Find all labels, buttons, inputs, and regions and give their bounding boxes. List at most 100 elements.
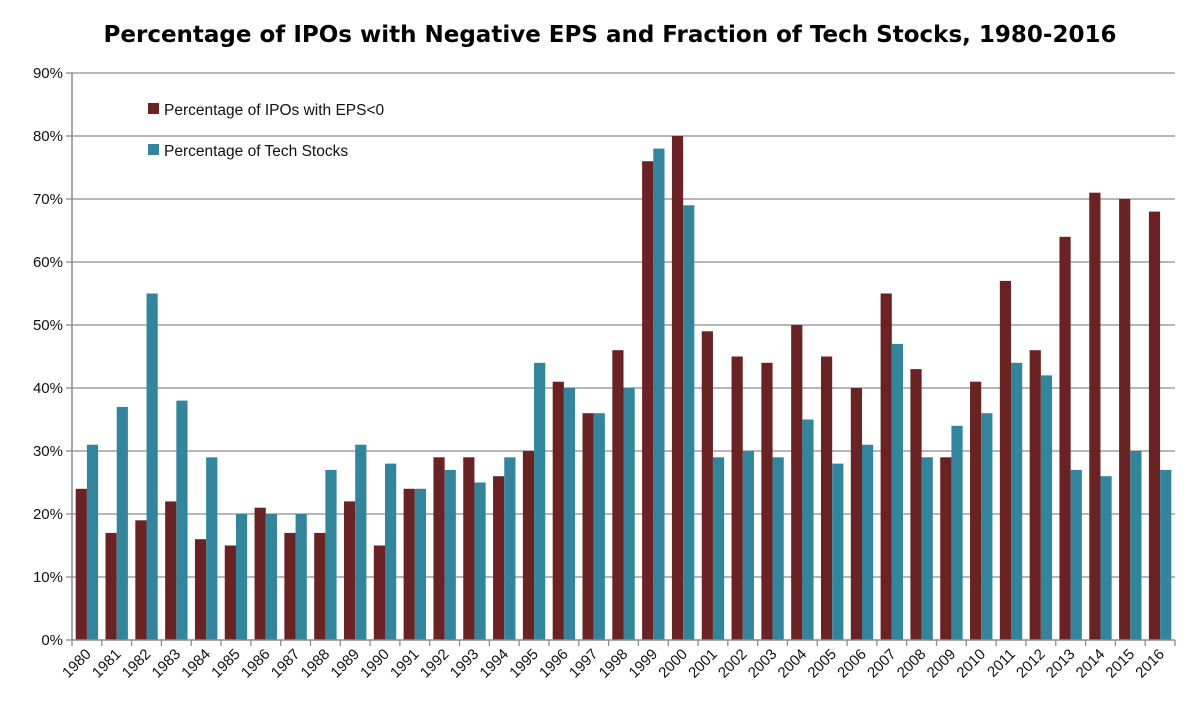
bar-eps-negative bbox=[135, 520, 147, 640]
bar-eps-negative bbox=[791, 325, 803, 640]
bar-eps-negative bbox=[582, 413, 594, 640]
bar-tech-stocks bbox=[504, 457, 516, 640]
bar-tech-stocks bbox=[712, 457, 725, 640]
x-tick-label: 2001 bbox=[685, 646, 721, 682]
bar-eps-negative bbox=[880, 293, 892, 640]
axes bbox=[71, 73, 1176, 646]
bar-tech-stocks bbox=[1100, 476, 1112, 640]
x-tick-label: 2004 bbox=[775, 646, 811, 682]
bar-tech-stocks bbox=[683, 205, 695, 641]
bar-tech-stocks bbox=[1160, 469, 1172, 640]
bar-tech-stocks bbox=[832, 463, 844, 640]
x-tick-label: 2009 bbox=[924, 646, 960, 682]
bar-tech-stocks bbox=[623, 388, 635, 640]
x-tick-label: 1986 bbox=[238, 646, 274, 682]
y-tick-label: 10% bbox=[33, 569, 63, 586]
x-tick-label: 1989 bbox=[327, 646, 363, 682]
bar-tech-stocks bbox=[265, 514, 277, 640]
x-tick-label: 2011 bbox=[984, 646, 1019, 681]
bar-tech-stocks bbox=[861, 444, 874, 640]
x-tick-label: 1988 bbox=[298, 646, 334, 682]
x-tick-label: 2005 bbox=[804, 646, 840, 682]
x-tick-label: 1981 bbox=[89, 646, 125, 682]
y-tick-label: 30% bbox=[33, 443, 63, 460]
bar-eps-negative bbox=[284, 532, 296, 640]
bar-tech-stocks bbox=[146, 293, 158, 640]
x-tick-label: 2007 bbox=[864, 646, 900, 682]
x-tick-label: 1987 bbox=[268, 646, 304, 682]
bar-eps-negative bbox=[612, 350, 624, 640]
bar-tech-stocks bbox=[802, 419, 814, 640]
bar-tech-stocks bbox=[891, 343, 903, 640]
bar-tech-stocks bbox=[86, 444, 99, 640]
x-tick-label: 1985 bbox=[208, 646, 244, 682]
y-tick-label: 80% bbox=[33, 128, 63, 145]
bar-tech-stocks bbox=[1011, 362, 1023, 640]
x-tick-label: 1990 bbox=[357, 646, 393, 682]
bar-eps-negative bbox=[165, 501, 177, 640]
x-tick-label: 1997 bbox=[566, 646, 602, 682]
bar-eps-negative bbox=[1029, 350, 1041, 640]
x-tick-label: 2014 bbox=[1073, 646, 1109, 682]
y-tick-label: 70% bbox=[33, 191, 63, 208]
bar-eps-negative bbox=[105, 532, 117, 640]
bar-eps-negative bbox=[970, 381, 982, 640]
x-tick-label: 1983 bbox=[149, 646, 185, 682]
bar-tech-stocks bbox=[325, 469, 337, 640]
bar-eps-negative bbox=[1059, 236, 1071, 641]
x-tick-label: 1982 bbox=[119, 646, 155, 682]
bar-tech-stocks bbox=[1130, 451, 1142, 640]
bar-eps-negative bbox=[254, 507, 266, 640]
legend-label-eps: Percentage of IPOs with EPS<0 bbox=[164, 102, 385, 119]
legend-label-tech: Percentage of Tech Stocks bbox=[164, 143, 348, 160]
y-tick-label: 0% bbox=[41, 632, 63, 649]
x-tick-label: 1980 bbox=[59, 646, 95, 682]
bar-eps-negative bbox=[820, 356, 833, 640]
bar-eps-negative bbox=[552, 381, 564, 640]
x-tick-label: 2015 bbox=[1102, 646, 1138, 682]
legend-swatch-eps bbox=[148, 103, 159, 114]
bar-tech-stocks bbox=[1040, 375, 1053, 640]
bar-tech-stocks bbox=[921, 457, 933, 640]
y-tick-label: 40% bbox=[33, 380, 63, 397]
bar-tech-stocks bbox=[1070, 469, 1082, 640]
bar-eps-negative bbox=[344, 501, 356, 640]
x-tick-label: 2003 bbox=[745, 646, 781, 682]
bar-eps-negative bbox=[314, 532, 326, 640]
x-tick-label: 1999 bbox=[626, 646, 662, 682]
bar-eps-negative bbox=[433, 457, 445, 640]
x-tick-label: 2013 bbox=[1043, 646, 1079, 682]
bar-eps-negative bbox=[671, 136, 684, 640]
bar-tech-stocks bbox=[742, 451, 754, 640]
x-tick-label: 1998 bbox=[596, 646, 632, 682]
bar-tech-stocks bbox=[295, 514, 307, 640]
x-tick-label: 2010 bbox=[953, 646, 989, 682]
bar-eps-negative bbox=[1089, 192, 1101, 640]
bar-eps-negative bbox=[642, 161, 654, 640]
bar-tech-stocks bbox=[981, 413, 993, 640]
bar-eps-negative bbox=[194, 539, 207, 640]
bar-eps-negative bbox=[999, 280, 1012, 640]
bar-eps-negative bbox=[731, 356, 743, 640]
bar-eps-negative bbox=[493, 476, 505, 640]
bar-eps-negative bbox=[403, 488, 415, 640]
x-tick-label: 1996 bbox=[536, 646, 572, 682]
x-tick-label: 1994 bbox=[476, 646, 512, 682]
x-tick-label: 1992 bbox=[417, 646, 453, 682]
bar-eps-negative bbox=[701, 331, 713, 640]
y-tick-label: 60% bbox=[33, 254, 63, 271]
x-tick-labels: 1980198119821983198419851986198719881989… bbox=[59, 646, 1168, 682]
bar-eps-negative bbox=[463, 457, 475, 640]
x-tick-label: 2008 bbox=[894, 646, 930, 682]
y-tick-label: 50% bbox=[33, 317, 63, 334]
bar-tech-stocks bbox=[593, 413, 605, 640]
x-tick-label: 2002 bbox=[715, 646, 751, 682]
x-tick-label: 1991 bbox=[387, 646, 423, 682]
bar-eps-negative bbox=[850, 388, 862, 640]
bar-eps-negative bbox=[373, 545, 386, 640]
y-tick-labels: 0% 10% 20% 30% 40% 50% 60% 70% 80% 90% bbox=[33, 65, 63, 649]
bar-tech-stocks bbox=[444, 469, 456, 640]
bar-eps-negative bbox=[522, 451, 535, 640]
bar-tech-stocks bbox=[355, 444, 367, 640]
bar-tech-stocks bbox=[534, 362, 546, 640]
